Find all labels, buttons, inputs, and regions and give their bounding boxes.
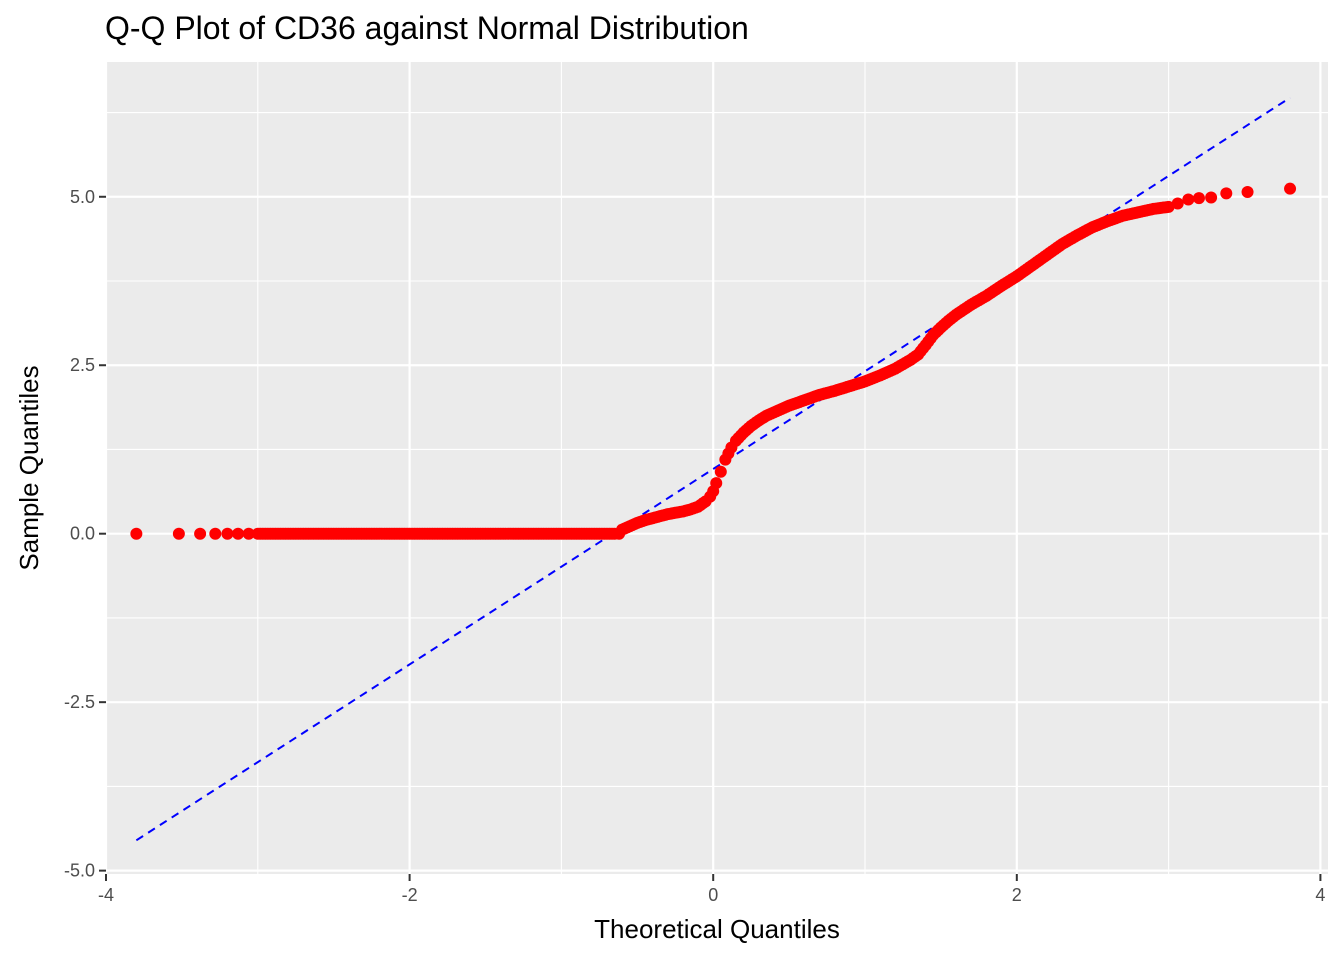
data-point	[1284, 182, 1297, 195]
y-tick-label: 0.0	[70, 524, 95, 544]
x-tick-label: -4	[98, 885, 114, 905]
data-point	[221, 527, 234, 540]
points-layer	[130, 182, 1297, 540]
data-point	[1182, 193, 1195, 206]
data-point	[209, 527, 222, 540]
data-point	[130, 527, 143, 540]
data-point	[1192, 192, 1205, 205]
reference-line	[135, 96, 1291, 842]
data-point	[1220, 187, 1233, 200]
y-tick-labels: -5.0 -2.5 0.0 2.5 5.0	[64, 187, 95, 881]
y-tick-label: 5.0	[70, 187, 95, 207]
x-tick-label: 2	[1012, 885, 1022, 905]
data-point	[1162, 200, 1175, 213]
x-tick-label: -2	[402, 885, 418, 905]
x-tick-label: 4	[1315, 885, 1325, 905]
y-axis-title: Sample Quantiles	[14, 365, 44, 570]
data-point	[1205, 191, 1218, 204]
data-point	[1171, 197, 1184, 210]
data-point	[242, 527, 255, 540]
y-tick-label: -5.0	[64, 861, 95, 881]
chart-title: Q-Q Plot of CD36 against Normal Distribu…	[105, 10, 749, 46]
data-point	[172, 527, 185, 540]
minor-gridlines	[106, 62, 1328, 874]
axis-ticks	[99, 195, 1322, 881]
x-tick-label: 0	[708, 885, 718, 905]
y-tick-label: 2.5	[70, 355, 95, 375]
x-axis-title: Theoretical Quantiles	[594, 914, 840, 944]
x-tick-labels: -4 -2 0 2 4	[98, 885, 1325, 905]
data-point	[710, 477, 723, 490]
data-point	[232, 527, 245, 540]
data-point	[1241, 186, 1254, 199]
y-tick-label: -2.5	[64, 692, 95, 712]
reference-line-layer	[135, 96, 1291, 842]
data-point	[714, 465, 727, 478]
data-point	[194, 527, 207, 540]
